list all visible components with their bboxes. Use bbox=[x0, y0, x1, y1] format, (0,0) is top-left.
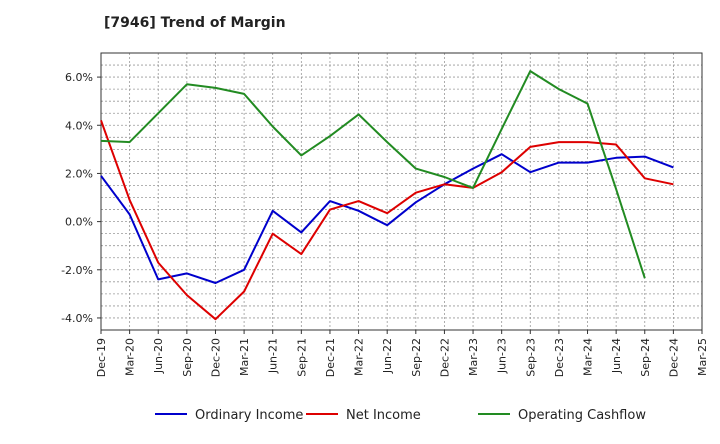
x-tick-label: Sep-24 bbox=[639, 338, 652, 377]
x-tick-label: Mar-21 bbox=[238, 338, 251, 376]
series-line-ordinary-income bbox=[100, 153, 674, 284]
x-tick-label: Mar-20 bbox=[124, 338, 137, 376]
legend-label-ordinary-income: Ordinary Income bbox=[195, 408, 303, 423]
x-tick-label: Jun-24 bbox=[610, 338, 623, 374]
chart-title: [7946] Trend of Margin bbox=[104, 15, 286, 31]
y-tick-label: -4.0% bbox=[61, 312, 93, 325]
x-tick-label: Mar-25 bbox=[696, 338, 709, 376]
x-tick-label: Sep-22 bbox=[410, 338, 423, 377]
x-tick-label: Dec-21 bbox=[324, 338, 337, 377]
y-tick-label: -2.0% bbox=[61, 264, 93, 277]
legend-label-net-income: Net Income bbox=[346, 408, 421, 423]
x-tick-label: Sep-23 bbox=[524, 338, 537, 377]
x-tick-label: Dec-19 bbox=[95, 338, 108, 377]
y-tick-label: 6.0% bbox=[65, 71, 93, 84]
x-tick-label: Dec-24 bbox=[667, 338, 680, 377]
x-tick-label: Jun-20 bbox=[152, 338, 165, 374]
y-tick-label: 0.0% bbox=[65, 216, 93, 229]
legend-label-operating-cashflow: Operating Cashflow bbox=[518, 408, 646, 423]
x-tick-label: Sep-21 bbox=[295, 338, 308, 377]
plot-area bbox=[101, 53, 702, 330]
x-tick-label: Jun-23 bbox=[496, 338, 509, 374]
x-tick-label: Mar-23 bbox=[467, 338, 480, 376]
x-tick-label: Mar-22 bbox=[353, 338, 366, 376]
x-tick-label: Mar-24 bbox=[582, 338, 595, 376]
x-tick-label: Sep-20 bbox=[181, 338, 194, 377]
x-tick-label: Dec-23 bbox=[553, 338, 566, 377]
series-line-operating-cashflow bbox=[100, 70, 646, 279]
y-tick-label: 2.0% bbox=[65, 167, 93, 180]
x-tick-label: Jun-22 bbox=[381, 338, 394, 374]
x-tick-label: Jun-21 bbox=[267, 338, 280, 374]
x-tick-label: Dec-20 bbox=[209, 338, 222, 377]
x-tick-label: Dec-22 bbox=[438, 338, 451, 377]
plot-border bbox=[100, 52, 703, 331]
series-line-net-income bbox=[100, 120, 674, 321]
y-tick-label: 4.0% bbox=[65, 119, 93, 132]
